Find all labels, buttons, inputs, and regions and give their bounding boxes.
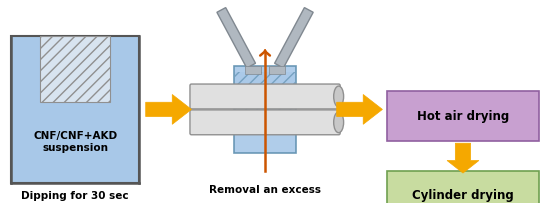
Bar xyxy=(12,36,139,183)
FancyBboxPatch shape xyxy=(234,66,296,153)
FancyBboxPatch shape xyxy=(235,72,295,111)
Bar xyxy=(387,92,538,141)
Ellipse shape xyxy=(334,112,344,133)
Polygon shape xyxy=(337,94,382,124)
Polygon shape xyxy=(274,8,313,68)
Bar xyxy=(40,36,110,102)
Polygon shape xyxy=(217,8,256,68)
Text: Hot air drying: Hot air drying xyxy=(417,110,509,123)
Bar xyxy=(245,66,261,74)
Text: CNF/CNF+AKD
suspension: CNF/CNF+AKD suspension xyxy=(33,131,117,153)
Polygon shape xyxy=(146,94,191,124)
Ellipse shape xyxy=(334,86,344,107)
Text: Removal an excess: Removal an excess xyxy=(209,185,321,195)
Text: Dipping for 30 sec: Dipping for 30 sec xyxy=(21,191,129,201)
FancyBboxPatch shape xyxy=(190,84,340,109)
Polygon shape xyxy=(447,143,479,173)
FancyBboxPatch shape xyxy=(190,110,340,135)
Text: Cylinder drying: Cylinder drying xyxy=(412,190,514,202)
Bar xyxy=(269,66,285,74)
Bar xyxy=(387,171,538,204)
